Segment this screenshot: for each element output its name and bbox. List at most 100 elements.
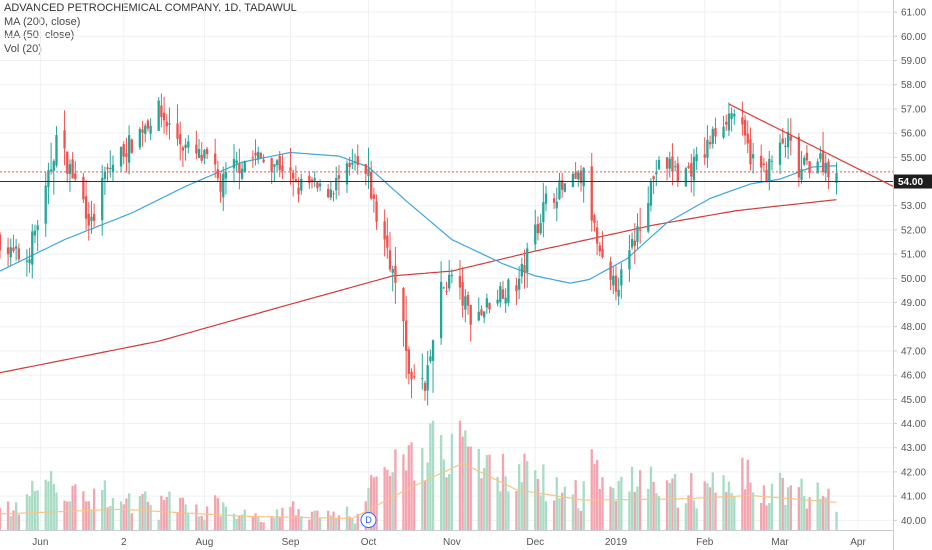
candle-body (300, 178, 303, 191)
volume-bar (353, 523, 357, 530)
volume-bar (633, 491, 636, 530)
volume-bar (205, 506, 209, 530)
y-tick-label: 49.00 (901, 298, 926, 309)
x-tick-label: Feb (696, 537, 714, 548)
candle-body (768, 158, 771, 182)
candle-body (82, 176, 85, 200)
candle-body (523, 265, 526, 273)
volume-bar (808, 497, 811, 530)
volume-bar (240, 514, 244, 530)
volume-bar (520, 482, 523, 530)
volume-bar (251, 516, 255, 530)
candle-body (313, 178, 316, 181)
candle-body (555, 201, 558, 209)
volume-bar (595, 459, 599, 530)
candle-body (345, 163, 349, 185)
volume-bar (127, 493, 131, 530)
candle-body (326, 188, 330, 198)
candle-body (224, 171, 228, 179)
candle-body (251, 157, 255, 159)
candle-body (421, 378, 424, 380)
volume-bar (165, 496, 168, 530)
candle-body (665, 157, 669, 169)
volume-bar (300, 516, 303, 530)
candle-body (816, 161, 819, 174)
candle-body (31, 231, 34, 265)
volume-bar (526, 461, 529, 530)
volume-bar (488, 454, 491, 530)
candle-body (633, 240, 636, 246)
y-tick-label: 52.00 (901, 225, 926, 236)
candle-body (109, 168, 112, 170)
candle-body (733, 113, 736, 117)
x-tick-label: Sep (282, 537, 300, 548)
volume-bar (195, 504, 198, 530)
volume-bar (461, 436, 464, 530)
candle-body (520, 263, 523, 277)
candle-body (329, 189, 333, 198)
volume-bar (394, 449, 397, 530)
candle-body (179, 134, 182, 145)
volume-bar (238, 515, 241, 530)
candle-body (429, 356, 432, 362)
volume-bar (254, 513, 257, 530)
candle-body (216, 169, 220, 179)
candle-body (725, 121, 728, 125)
volume-bar (657, 496, 661, 530)
volume-bar (356, 514, 359, 530)
x-tick-label: Aug (196, 537, 214, 548)
volume-bar (504, 476, 507, 530)
volume-bar (469, 446, 472, 530)
candle-body (539, 222, 542, 234)
volume-bar (176, 512, 179, 530)
y-tick-label: 61.00 (901, 8, 926, 19)
candle-body (671, 156, 674, 172)
candle-body (364, 164, 367, 174)
volume-bar (109, 505, 112, 530)
candle-body (335, 177, 338, 191)
candle-body (448, 274, 451, 289)
candle-body (351, 162, 354, 165)
volume-bar (375, 476, 378, 530)
candle-body (273, 164, 276, 167)
candle-body (563, 183, 567, 192)
candle-body (232, 159, 236, 169)
volume-ma-path (0, 462, 837, 520)
candle-body (195, 144, 198, 154)
candle-body (706, 139, 709, 158)
candle-body (620, 269, 623, 286)
candle-body (703, 154, 706, 158)
candle-body (157, 100, 160, 131)
candle-body (431, 340, 435, 361)
volume-bar (224, 506, 228, 530)
candle-body (805, 152, 809, 161)
volume-bar (466, 446, 470, 530)
candle-body (90, 216, 93, 222)
candle-body (71, 159, 74, 179)
y-tick-label: 41.00 (901, 492, 926, 503)
candle-body (423, 382, 427, 391)
candle-body (318, 183, 322, 187)
volume-bar (187, 514, 190, 530)
volume-bar (727, 481, 731, 530)
candle-body (165, 121, 168, 127)
volume-bar (733, 496, 736, 530)
candle-body (149, 125, 152, 134)
candle-body (49, 169, 53, 172)
candle-body (278, 155, 281, 171)
candle-body (464, 296, 467, 310)
volume-bar (84, 501, 88, 530)
volume-bar (496, 476, 499, 530)
volume-bar (214, 495, 217, 530)
volume-bar (703, 481, 706, 530)
candle-body (466, 294, 470, 306)
candle-body (649, 182, 653, 206)
dividend-marker[interactable]: D (360, 512, 377, 528)
volume-bar (257, 516, 260, 530)
volume-bar (130, 513, 133, 530)
candle-body (722, 126, 725, 138)
volume-bar (157, 519, 160, 530)
volume-bar (316, 510, 319, 530)
candle-body (797, 136, 801, 178)
